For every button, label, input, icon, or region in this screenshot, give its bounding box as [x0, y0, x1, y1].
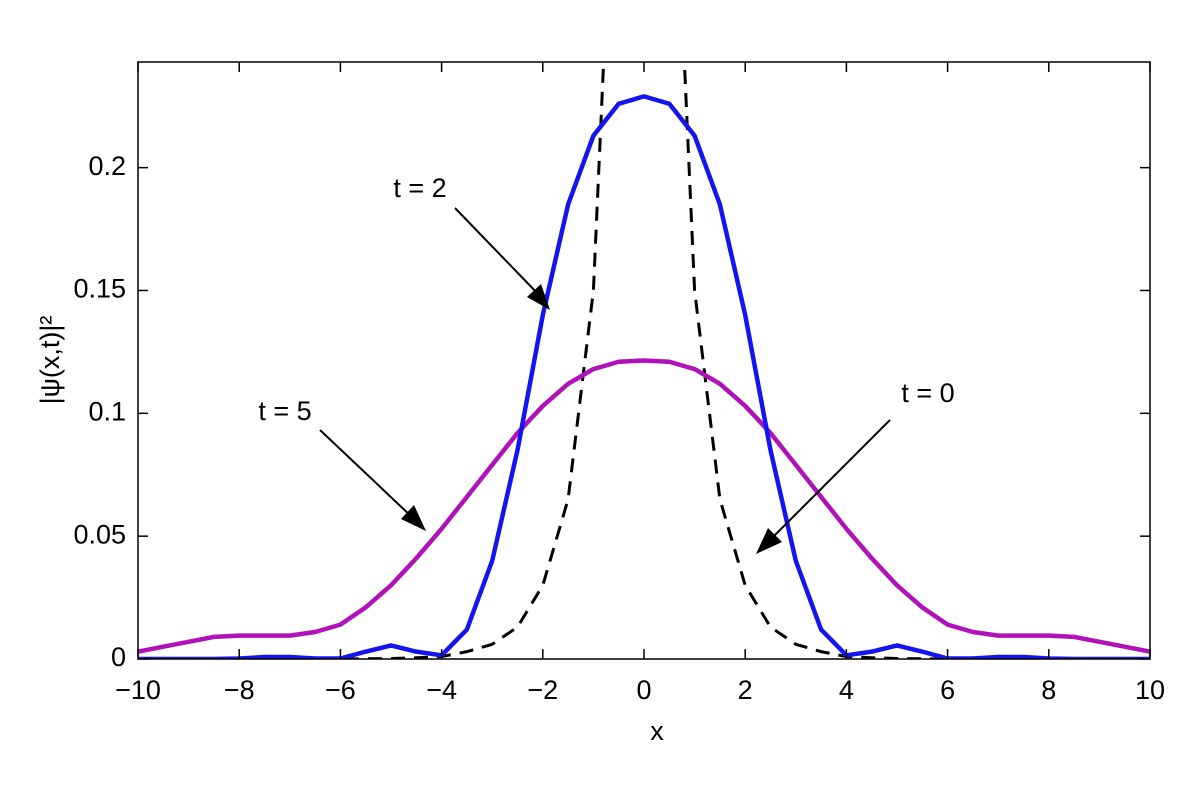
- x-tick-label: 8: [1041, 675, 1056, 705]
- y-tick-label: 0.15: [73, 274, 126, 304]
- annotation: t = 2: [393, 173, 446, 203]
- x-tick-label: 6: [940, 675, 955, 705]
- y-tick-label: 0.1: [88, 396, 126, 426]
- annotations: t = 2 t = 5 t = 0: [258, 173, 955, 554]
- arrow: [769, 419, 891, 541]
- x-tick-label: 0: [636, 675, 651, 705]
- x-tick-label: −6: [325, 675, 356, 705]
- arrow-head: [401, 505, 426, 531]
- x-tick-label: 4: [839, 675, 854, 705]
- x-tick-label: 10: [1135, 675, 1165, 705]
- x-tick-label: 2: [738, 675, 753, 705]
- x-tick-label: −10: [115, 675, 161, 705]
- arrow-head: [756, 528, 782, 554]
- y-tick-label: 0: [111, 642, 126, 672]
- annotation: t = 5: [258, 396, 311, 426]
- x-tick-label: −8: [224, 675, 255, 705]
- arrow: [454, 207, 541, 297]
- y-axis-label: |ψ(x,t)|²: [35, 316, 65, 405]
- arrow: [319, 429, 414, 519]
- series-line: [138, 358, 1150, 654]
- plot-area: [138, 62, 1150, 659]
- x-tick-label: −4: [426, 675, 457, 705]
- annotation: t = 0: [901, 378, 954, 408]
- x-tick-label: −2: [527, 675, 558, 705]
- arrow-head: [527, 284, 550, 310]
- y-tick-label: 0.2: [88, 151, 126, 181]
- y-tick-label: 0.05: [73, 519, 126, 549]
- x-axis-label: x: [650, 716, 664, 746]
- series-line: [138, 94, 1150, 659]
- series-line: [138, 62, 1150, 659]
